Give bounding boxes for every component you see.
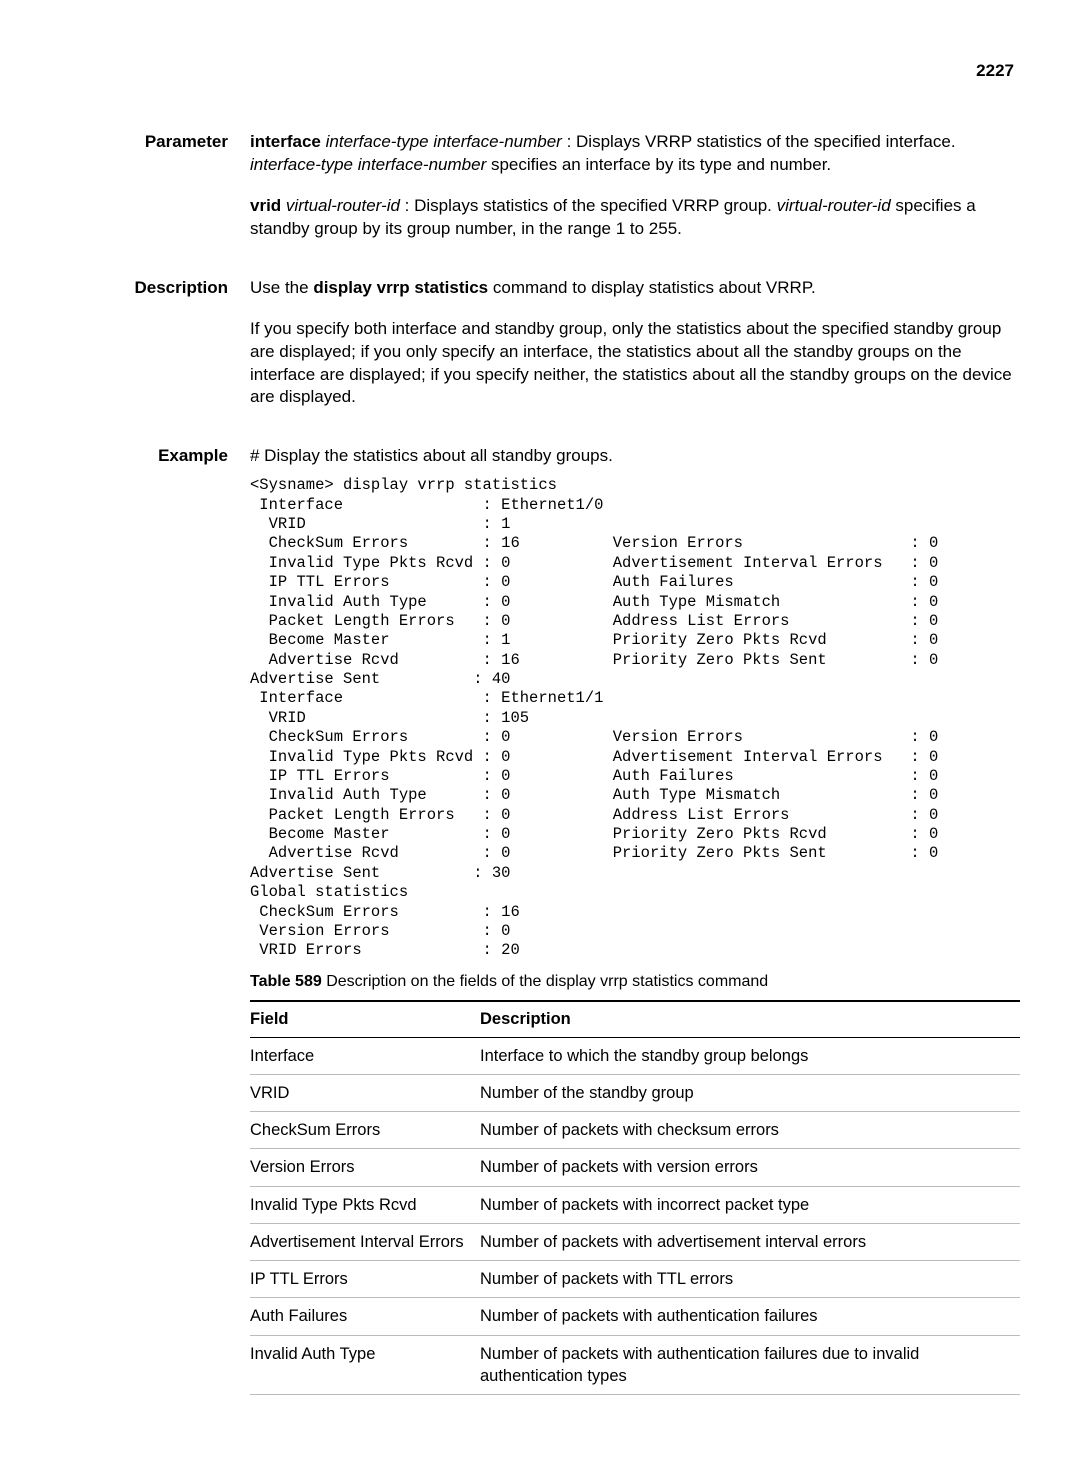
th-field: Field [250,1001,480,1037]
table-caption-num: Table 589 [250,973,322,990]
body-parameter: interface interface-type interface-numbe… [250,131,1020,259]
table-row: Invalid Auth TypeNumber of packets with … [250,1335,1020,1395]
cell-field: Invalid Type Pkts Rcvd [250,1186,480,1223]
cell-desc: Number of packets with version errors [480,1149,1020,1186]
th-description: Description [480,1001,1020,1037]
heading-example: Example [60,445,250,1395]
cell-field: Invalid Auth Type [250,1335,480,1395]
heading-parameter: Parameter [60,131,250,259]
p1-arg1: interface-type interface-number [326,132,562,151]
section-parameter: Parameter interface interface-type inter… [60,131,1020,259]
table-caption-text: Description on the fields of the display… [322,973,768,990]
table-caption: Table 589 Description on the fields of t… [250,971,1020,993]
cell-field: VRID [250,1074,480,1111]
description-p1: Use the display vrrp statistics command … [250,277,1020,300]
cell-desc: Number of packets with advertisement int… [480,1223,1020,1260]
parameter-p2: vrid virtual-router-id : Displays statis… [250,195,1020,241]
p1-arg2: interface-type interface-number [250,155,486,174]
table-row: Auth FailuresNumber of packets with auth… [250,1298,1020,1335]
body-example: # Display the statistics about all stand… [250,445,1020,1395]
table-row: IP TTL ErrorsNumber of packets with TTL … [250,1261,1020,1298]
cell-field: Auth Failures [250,1298,480,1335]
table-row: Advertisement Interval ErrorsNumber of p… [250,1223,1020,1260]
section-example: Example # Display the statistics about a… [60,445,1020,1395]
section-description: Description Use the display vrrp statist… [60,277,1020,428]
heading-description: Description [60,277,250,428]
table-header-row: Field Description [250,1001,1020,1037]
cell-desc: Number of the standby group [480,1074,1020,1111]
desc-p1-pre: Use the [250,278,313,297]
cell-desc: Number of packets with authentication fa… [480,1335,1020,1395]
description-p2: If you specify both interface and standb… [250,318,1020,410]
page-number: 2227 [60,60,1020,83]
console-output: <Sysname> display vrrp statistics Interf… [250,476,1020,960]
parameter-p1: interface interface-type interface-numbe… [250,131,1020,177]
p1-text1: : Displays VRRP statistics of the specif… [567,132,956,151]
table-row: Invalid Type Pkts RcvdNumber of packets … [250,1186,1020,1223]
cell-field: Version Errors [250,1149,480,1186]
table-row: InterfaceInterface to which the standby … [250,1037,1020,1074]
cell-desc: Number of packets with checksum errors [480,1112,1020,1149]
cell-field: Interface [250,1037,480,1074]
cell-desc: Number of packets with authentication fa… [480,1298,1020,1335]
cell-desc: Number of packets with TTL errors [480,1261,1020,1298]
cell-field: CheckSum Errors [250,1112,480,1149]
cell-desc: Interface to which the standby group bel… [480,1037,1020,1074]
body-description: Use the display vrrp statistics command … [250,277,1020,428]
fields-table: Field Description InterfaceInterface to … [250,1000,1020,1395]
example-lead: # Display the statistics about all stand… [250,445,1020,468]
table-row: Version ErrorsNumber of packets with ver… [250,1149,1020,1186]
p1-keyword: interface [250,132,321,151]
p2-arg1: virtual-router-id [286,196,400,215]
table-row: CheckSum ErrorsNumber of packets with ch… [250,1112,1020,1149]
cell-field: IP TTL Errors [250,1261,480,1298]
page: 2227 Parameter interface interface-type … [0,0,1080,1473]
desc-p1-cmd: display vrrp statistics [313,278,488,297]
p2-text1: : Displays statistics of the specified V… [405,196,777,215]
desc-p1-post: command to display statistics about VRRP… [493,278,816,297]
p2-arg2: virtual-router-id [777,196,891,215]
p2-keyword: vrid [250,196,281,215]
p1-text2: specifies an interface by its type and n… [491,155,831,174]
table-row: VRIDNumber of the standby group [250,1074,1020,1111]
cell-desc: Number of packets with incorrect packet … [480,1186,1020,1223]
cell-field: Advertisement Interval Errors [250,1223,480,1260]
